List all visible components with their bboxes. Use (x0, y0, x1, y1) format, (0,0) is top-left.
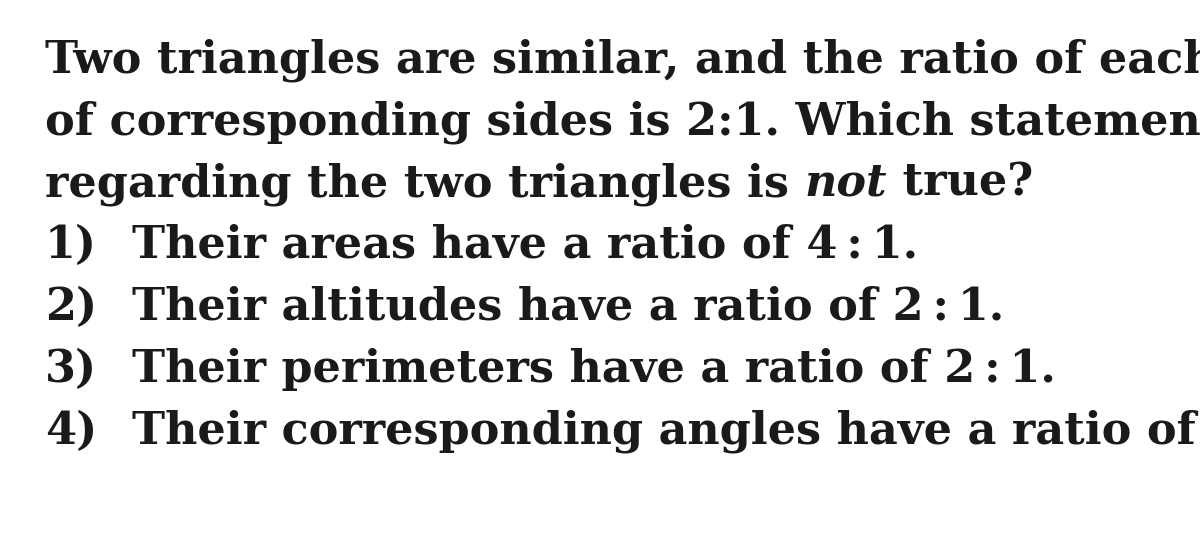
Text: Two triangles are similar, and the ratio of each pair: Two triangles are similar, and the ratio… (46, 38, 1200, 82)
Text: true?: true? (887, 162, 1033, 205)
Text: regarding the two triangles is: regarding the two triangles is (46, 162, 804, 206)
Text: 2): 2) (46, 286, 97, 329)
Text: not: not (804, 162, 887, 205)
Text: of corresponding sides is 2:1. Which statement: of corresponding sides is 2:1. Which sta… (46, 100, 1200, 143)
Text: Their areas have a ratio of 4 : 1.: Their areas have a ratio of 4 : 1. (132, 224, 918, 267)
Text: Their altitudes have a ratio of 2 : 1.: Their altitudes have a ratio of 2 : 1. (132, 286, 1004, 329)
Text: 4): 4) (46, 410, 97, 453)
Text: Their corresponding angles have a ratio of 2 : 1.: Their corresponding angles have a ratio … (132, 410, 1200, 454)
Text: Their perimeters have a ratio of 2 : 1.: Their perimeters have a ratio of 2 : 1. (132, 348, 1056, 391)
Text: 3): 3) (46, 348, 97, 391)
Text: 1): 1) (46, 224, 97, 267)
